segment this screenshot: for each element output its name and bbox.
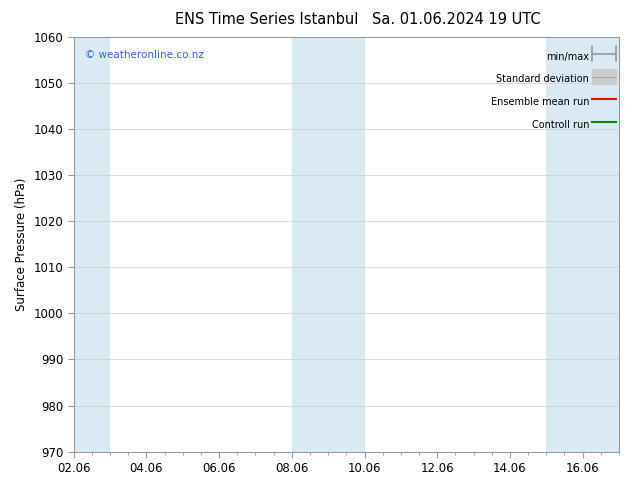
Text: min/max: min/max — [546, 51, 589, 62]
Text: Standard deviation: Standard deviation — [496, 74, 589, 84]
Text: © weatheronline.co.nz: © weatheronline.co.nz — [84, 49, 204, 60]
Bar — [592, 69, 616, 84]
Text: Controll run: Controll run — [531, 120, 589, 130]
Text: Sa. 01.06.2024 19 UTC: Sa. 01.06.2024 19 UTC — [372, 12, 541, 27]
Y-axis label: Surface Pressure (hPa): Surface Pressure (hPa) — [15, 178, 28, 311]
Text: Ensemble mean run: Ensemble mean run — [491, 97, 589, 107]
Bar — [74, 37, 110, 452]
Bar — [547, 37, 619, 452]
Bar — [292, 37, 365, 452]
Text: ENS Time Series Istanbul: ENS Time Series Istanbul — [174, 12, 358, 27]
